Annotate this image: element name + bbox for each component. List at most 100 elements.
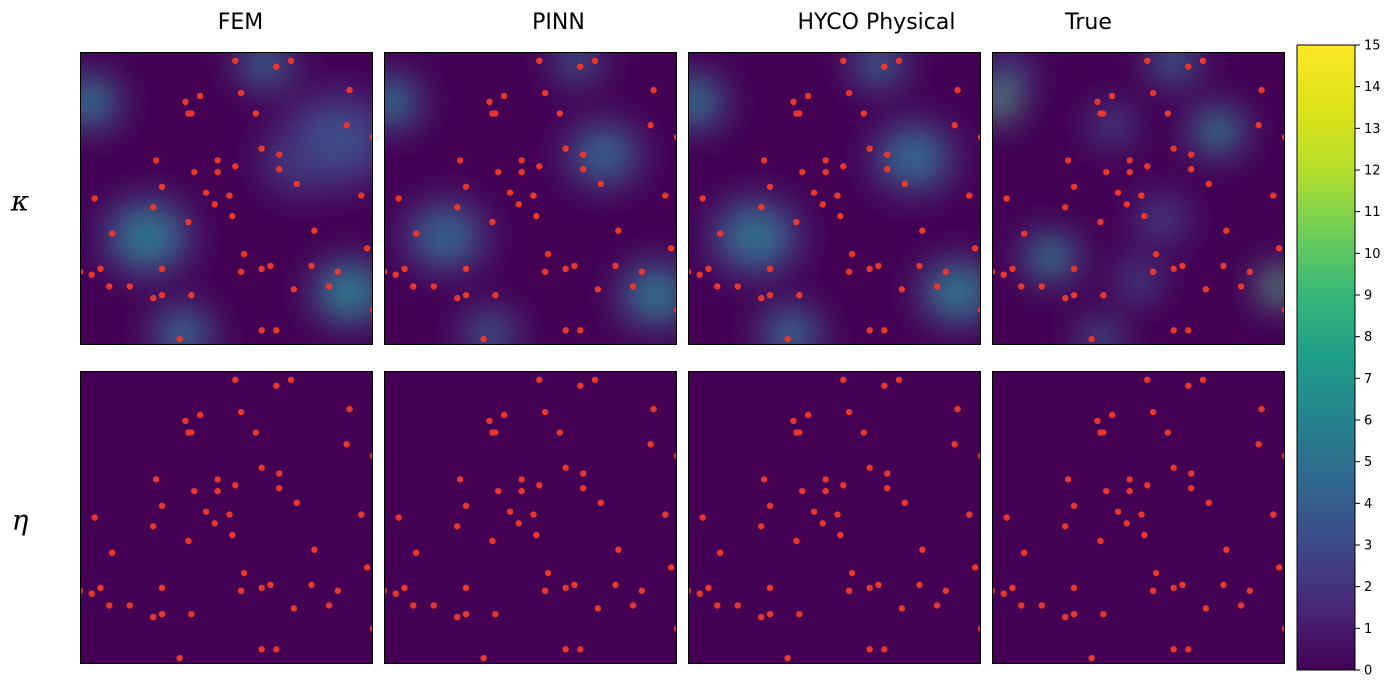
sensor-point [766, 265, 774, 273]
sensor-point [541, 408, 549, 416]
sensor-point [392, 271, 399, 278]
sensor-point [662, 192, 669, 199]
panel-frame [384, 52, 677, 345]
sensor-point [1018, 283, 1025, 290]
sensor-point [895, 376, 903, 383]
sensor-point [1144, 163, 1151, 170]
sensor-point [1123, 520, 1130, 527]
sensor-point [518, 157, 525, 164]
sensor-point [840, 57, 847, 64]
sensor-point [480, 335, 487, 343]
kappa-field [688, 52, 981, 345]
sensor-point [258, 584, 265, 592]
field-blob [572, 56, 582, 65]
sensor-point [1179, 262, 1186, 270]
sensor-point [1149, 587, 1157, 594]
sensor-point [492, 429, 499, 436]
sensor-point [1170, 145, 1177, 152]
sensor-point [1138, 511, 1145, 518]
sensor-point [845, 408, 853, 416]
sensor-point [784, 654, 791, 662]
sensor-point [91, 195, 98, 202]
sensor-point [629, 283, 637, 290]
sensor-point [91, 514, 98, 521]
field-blob [327, 131, 348, 149]
sensor-point [273, 63, 280, 70]
sensor-point [714, 283, 721, 290]
eta-panel-hyco-physical [688, 371, 981, 664]
field-blob [1134, 277, 1143, 284]
sensor-point [273, 646, 280, 653]
sensor-point [884, 470, 891, 477]
sensor-point [492, 610, 499, 618]
sensor-point [1188, 470, 1195, 477]
sensor-point [1152, 250, 1160, 258]
sensor-point [840, 376, 847, 383]
sensor-point [615, 546, 622, 553]
sensor-point [462, 584, 470, 592]
field-blob [688, 96, 700, 107]
sensor-point [544, 250, 552, 258]
sensor-point [895, 57, 903, 64]
sensor-point [287, 376, 295, 383]
sensor-point [916, 262, 923, 270]
sensor-point [1138, 192, 1145, 199]
sensor-point [413, 230, 420, 237]
sensor-point [486, 98, 493, 106]
field-blob [1045, 252, 1056, 262]
sensor-point [1275, 564, 1283, 571]
column-titles: FEM PINN HYCO Physical True [218, 10, 1112, 35]
sensor-point [822, 168, 829, 176]
sensor-point [799, 487, 806, 495]
colorbar-gradient [1296, 44, 1356, 671]
sensor-point [1246, 587, 1254, 594]
row-label-eta: η [12, 504, 29, 537]
sensor-point [346, 86, 353, 94]
sensor-point [1064, 157, 1072, 164]
sensor-point [1088, 654, 1095, 662]
sensor-point [766, 291, 774, 299]
sensor-point [276, 485, 283, 492]
sensor-point [150, 613, 157, 621]
sensor-point [401, 584, 408, 592]
sensor-point [1088, 335, 1095, 343]
column-title-hyco-physical: HYCO Physical [798, 10, 956, 35]
sensor-point [881, 646, 888, 653]
sensor-point [884, 166, 891, 173]
sensor-point [1094, 98, 1101, 106]
panel-background [384, 371, 677, 664]
kappa-panel-true [992, 52, 1285, 345]
sensor-point [1144, 482, 1151, 489]
sensor-point [500, 411, 508, 419]
sensor-point [647, 122, 654, 129]
row-label-kappa: κ [10, 185, 29, 218]
sensor-point [229, 212, 236, 220]
sensor-point [1185, 327, 1192, 334]
sensor-point [796, 429, 803, 436]
sensor-point [1070, 291, 1078, 299]
colorbar-tick-label: 3 [1364, 539, 1372, 554]
sensor-point [638, 587, 646, 594]
sensor-point [699, 514, 706, 521]
sensor-point [796, 110, 803, 117]
sensor-point [334, 268, 342, 275]
sensor-point [591, 57, 599, 64]
sensor-point [562, 646, 569, 653]
sensor-point [954, 405, 961, 413]
sensor-point [1199, 57, 1207, 64]
sensor-point [311, 546, 318, 553]
sensor-point [237, 587, 245, 594]
panel-frame [688, 52, 981, 345]
sensor-point [562, 464, 569, 471]
sensor-point [395, 514, 402, 521]
sensor-point [462, 291, 470, 299]
sensor-point [533, 212, 540, 220]
sensor-point [158, 610, 166, 618]
sensor-point [176, 654, 183, 662]
sensor-point [258, 646, 265, 653]
colorbar-tick-label: 4 [1364, 497, 1372, 512]
sensor-point [1152, 569, 1160, 577]
sensor-point [150, 204, 157, 211]
sensor-point [1185, 646, 1192, 653]
field-blob [1005, 69, 1014, 76]
